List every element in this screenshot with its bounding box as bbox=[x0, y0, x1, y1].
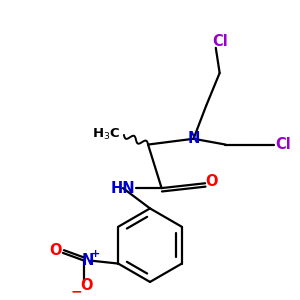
Text: N: N bbox=[82, 253, 94, 268]
Text: O: O bbox=[80, 278, 92, 293]
Text: −: − bbox=[71, 285, 82, 298]
Text: +: + bbox=[91, 249, 101, 259]
Text: H$_3$C: H$_3$C bbox=[92, 127, 121, 142]
Text: O: O bbox=[206, 174, 218, 189]
Text: Cl: Cl bbox=[276, 137, 291, 152]
Text: O: O bbox=[49, 244, 61, 259]
Text: HN: HN bbox=[111, 181, 135, 196]
Text: Cl: Cl bbox=[213, 34, 229, 49]
Text: N: N bbox=[187, 131, 200, 146]
